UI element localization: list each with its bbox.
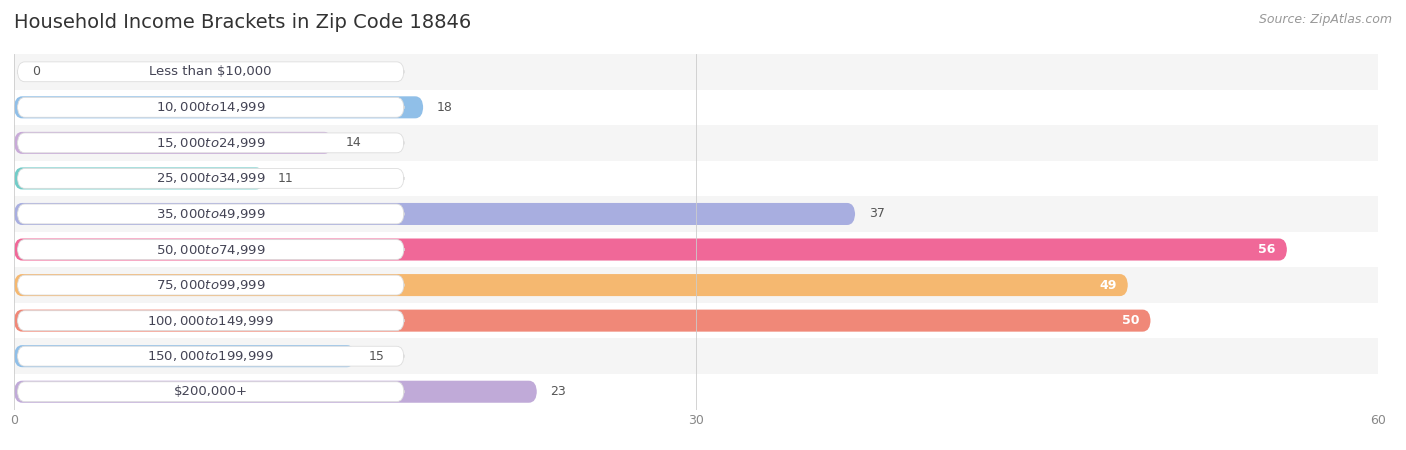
FancyBboxPatch shape bbox=[17, 62, 404, 82]
FancyBboxPatch shape bbox=[17, 346, 404, 366]
Text: 18: 18 bbox=[437, 101, 453, 114]
Text: 0: 0 bbox=[32, 65, 41, 78]
Text: $10,000 to $14,999: $10,000 to $14,999 bbox=[156, 100, 266, 114]
Bar bbox=[14, 267, 1378, 303]
Text: 37: 37 bbox=[869, 207, 884, 220]
FancyBboxPatch shape bbox=[17, 97, 404, 117]
FancyBboxPatch shape bbox=[14, 238, 1286, 261]
Text: $50,000 to $74,999: $50,000 to $74,999 bbox=[156, 243, 266, 256]
Text: 50: 50 bbox=[1122, 314, 1139, 327]
Text: $35,000 to $49,999: $35,000 to $49,999 bbox=[156, 207, 266, 221]
FancyBboxPatch shape bbox=[14, 132, 332, 154]
FancyBboxPatch shape bbox=[17, 204, 404, 224]
Bar bbox=[14, 125, 1378, 161]
FancyBboxPatch shape bbox=[14, 345, 354, 367]
Bar bbox=[14, 161, 1378, 196]
Bar bbox=[14, 196, 1378, 232]
FancyBboxPatch shape bbox=[17, 382, 404, 402]
Bar bbox=[14, 54, 1378, 90]
FancyBboxPatch shape bbox=[14, 381, 537, 403]
Text: $75,000 to $99,999: $75,000 to $99,999 bbox=[156, 278, 266, 292]
FancyBboxPatch shape bbox=[17, 239, 404, 260]
Bar bbox=[14, 303, 1378, 338]
Text: 15: 15 bbox=[368, 350, 384, 363]
Text: $15,000 to $24,999: $15,000 to $24,999 bbox=[156, 136, 266, 150]
Text: Household Income Brackets in Zip Code 18846: Household Income Brackets in Zip Code 18… bbox=[14, 14, 471, 32]
FancyBboxPatch shape bbox=[17, 275, 404, 295]
Text: 11: 11 bbox=[278, 172, 294, 185]
FancyBboxPatch shape bbox=[14, 167, 264, 189]
FancyBboxPatch shape bbox=[14, 310, 1150, 332]
FancyBboxPatch shape bbox=[14, 203, 855, 225]
FancyBboxPatch shape bbox=[17, 310, 404, 331]
Bar bbox=[14, 90, 1378, 125]
Text: 14: 14 bbox=[346, 136, 361, 149]
FancyBboxPatch shape bbox=[14, 96, 423, 118]
Text: 23: 23 bbox=[551, 385, 567, 398]
Text: $25,000 to $34,999: $25,000 to $34,999 bbox=[156, 171, 266, 185]
Text: $150,000 to $199,999: $150,000 to $199,999 bbox=[148, 349, 274, 363]
Bar bbox=[14, 374, 1378, 410]
FancyBboxPatch shape bbox=[17, 168, 404, 189]
FancyBboxPatch shape bbox=[17, 133, 404, 153]
Bar bbox=[14, 338, 1378, 374]
Bar bbox=[14, 232, 1378, 267]
Text: Less than $10,000: Less than $10,000 bbox=[149, 65, 271, 78]
Text: $100,000 to $149,999: $100,000 to $149,999 bbox=[148, 314, 274, 328]
Text: Source: ZipAtlas.com: Source: ZipAtlas.com bbox=[1258, 14, 1392, 27]
Text: 56: 56 bbox=[1258, 243, 1275, 256]
FancyBboxPatch shape bbox=[14, 274, 1128, 296]
Text: 49: 49 bbox=[1099, 279, 1116, 292]
Text: $200,000+: $200,000+ bbox=[174, 385, 247, 398]
